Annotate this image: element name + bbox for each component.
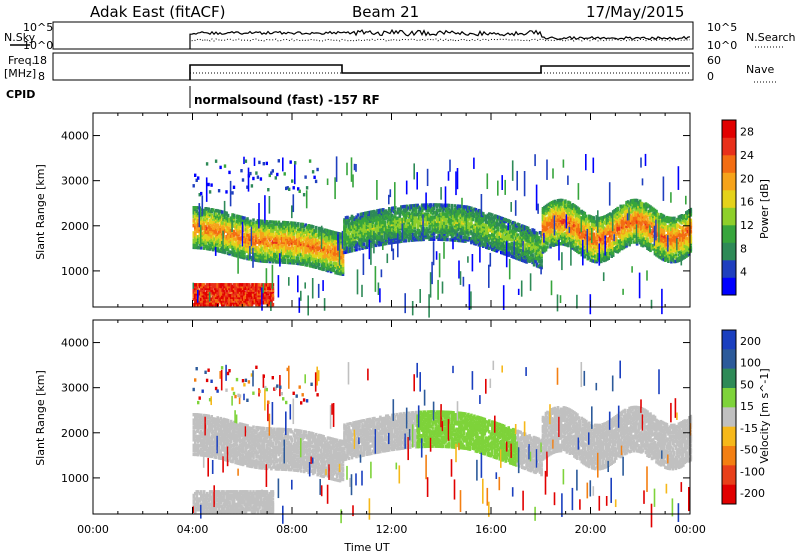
date-title: 17/May/2015 [586, 3, 684, 21]
colorbar-tick-label: 20 [740, 172, 754, 185]
colorbar-tick-label: 200 [740, 335, 761, 348]
colorbar-frame [721, 119, 737, 296]
power-panel: 1000 2000 3000 4000 [61, 112, 693, 318]
velocity-colorbar-label: Velocity [m s^-1] [758, 368, 771, 463]
beam-title: Beam 21 [352, 3, 419, 21]
x-tick-label: 04:00 [177, 523, 209, 536]
y-tick-label: 2000 [61, 427, 89, 440]
y-tick-label: 3000 [61, 175, 89, 188]
colorbar-swatch [722, 242, 736, 261]
colorbar-tick-label: 12 [740, 219, 754, 232]
x-tick-label: 20:00 [575, 523, 607, 536]
colorbar-swatch [722, 190, 736, 208]
station-title: Adak East (fitACF) [90, 3, 225, 21]
y-tick-label: 2000 [61, 220, 89, 233]
freq-tick-bottom: 8 [38, 70, 45, 83]
colorbar-tick-label: 24 [740, 149, 754, 162]
colorbar-tick-label: -50 [740, 444, 758, 457]
y-tick-label: 1000 [61, 265, 89, 278]
nsearch-trace [189, 38, 691, 42]
freq-unit-label: [MHz] [4, 67, 36, 80]
colorbar-swatch [722, 426, 736, 447]
nave-label: Nave [746, 63, 774, 76]
colorbar-tick-label: 16 [740, 196, 754, 209]
nsky-trace [189, 28, 691, 49]
x-tick-label: 16:00 [475, 523, 507, 536]
colorbar-swatch [722, 207, 736, 226]
colorbar-tick-label: 15 [740, 400, 754, 413]
nave-tick-top: 60 [707, 54, 721, 67]
scatter-cells [192, 153, 693, 318]
y-tick-label: 4000 [61, 130, 89, 143]
colorbar-frame [721, 329, 737, 505]
colorbar-swatch [722, 172, 736, 191]
y-tick-label: 1000 [61, 472, 89, 485]
x-tick-label: 00:00 [674, 523, 706, 536]
x-tick-label: 00:00 [77, 523, 109, 536]
scatter-cells [192, 360, 693, 528]
colorbar-tick-label: 4 [740, 266, 747, 279]
colorbar-swatch [722, 465, 736, 485]
freq-strip: Freq. [MHz] 18 8 60 0 Nave [4, 52, 776, 83]
colorbar-tick-label: -200 [740, 487, 765, 500]
nave-tick-bottom: 0 [707, 70, 714, 83]
power-colorbar-label: Power [dB] [758, 179, 771, 239]
colorbar-tick-label: 50 [740, 378, 754, 391]
colorbar-swatch [722, 260, 736, 278]
cpid-label: CPID [6, 88, 35, 101]
colorbar-swatch [722, 407, 736, 427]
velocity-colorbar: 200 100 50 15 -15 -50 -100 -200 [721, 329, 765, 505]
colorbar-swatch [722, 484, 736, 505]
x-tick-label: 08:00 [276, 523, 308, 536]
colorbar-swatch [722, 120, 736, 138]
colorbar-swatch [722, 277, 736, 296]
nsky-label: N.Sky [4, 31, 36, 44]
freq-tick-top: 18 [33, 54, 47, 67]
power-ylabel: Slant Range [km] [34, 164, 47, 260]
colorbar-swatch [722, 225, 736, 243]
cpid-text: normalsound (fast) -157 RF [194, 93, 380, 107]
colorbar-swatch [722, 368, 736, 389]
x-tick-label: 12:00 [376, 523, 408, 536]
x-tick-labels: 00:00 04:00 08:00 12:00 16:00 20:00 00:00 [77, 523, 706, 536]
colorbar-swatch [722, 446, 736, 466]
noise-tick-top-left: 10^5 [23, 21, 53, 34]
x-axis-title: Time UT [343, 541, 389, 554]
colorbar-tick-label: 100 [740, 357, 761, 370]
noise-strip: N.Sky 10^5 10^0 10^5 10^0 N.Search [4, 21, 796, 52]
noise-tick-bottom-right: 10^0 [707, 39, 737, 52]
freq-label: Freq. [8, 54, 35, 67]
noise-tick-top-right: 10^5 [707, 21, 737, 34]
colorbar-swatch [722, 155, 736, 173]
velocity-ylabel: Slant Range [km] [34, 370, 47, 466]
colorbar-swatch [722, 137, 736, 156]
colorbar-tick-label: 8 [740, 242, 747, 255]
velocity-panel: 1000 2000 3000 4000 [61, 319, 693, 528]
colorbar-tick-label: 28 [740, 126, 754, 139]
y-tick-label: 4000 [61, 337, 89, 350]
colorbar-swatch [722, 349, 736, 369]
colorbar-swatch [722, 388, 736, 408]
colorbar-swatch [722, 330, 736, 350]
y-tick-label: 3000 [61, 382, 89, 395]
noise-tick-bottom-left: 10^0 [23, 39, 53, 52]
colorbar-tick-label: -100 [740, 465, 765, 478]
nsearch-label: N.Search [746, 31, 796, 44]
freq-trace [189, 64, 690, 80]
power-colorbar: 4 8 12 16 20 24 28 [721, 119, 754, 296]
colorbar-tick-label: -15 [740, 422, 758, 435]
